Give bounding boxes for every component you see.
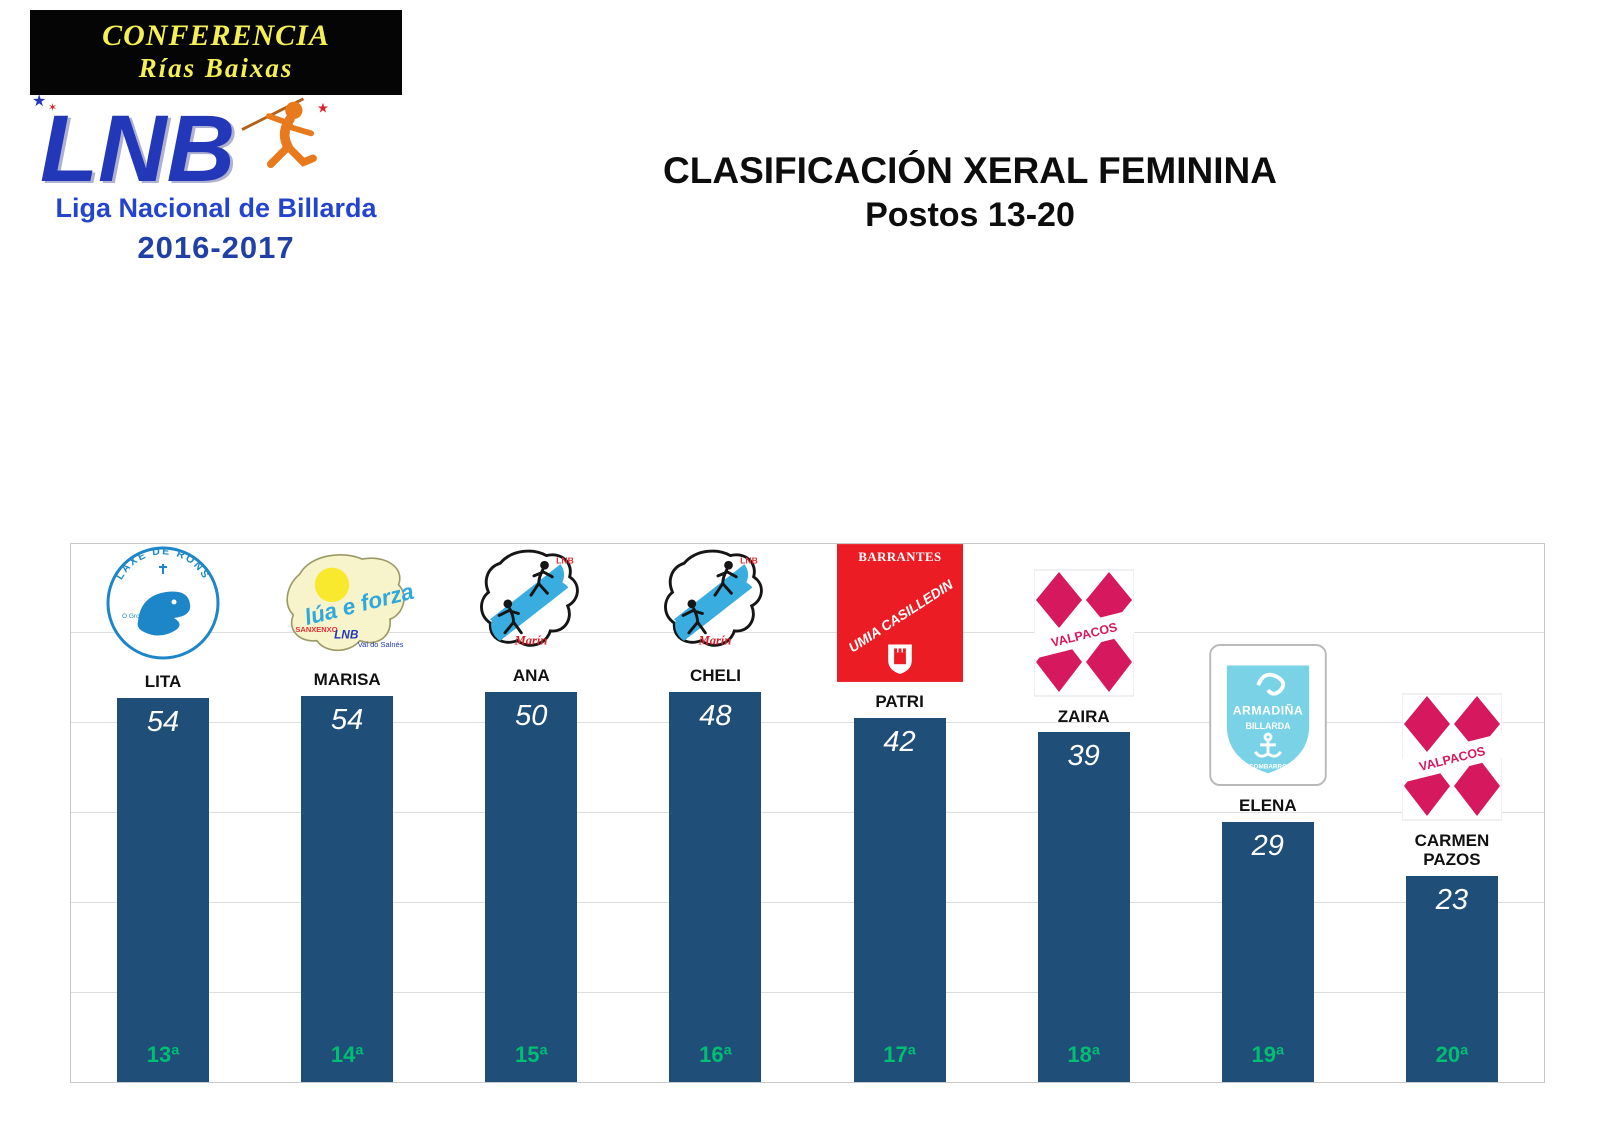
bar-value: 42: [883, 725, 916, 758]
bar: 29 19ª: [1221, 821, 1314, 1082]
player-name: ZAIRA: [1057, 706, 1110, 726]
team-logo-lua-e-forza: lúa e forza SANXENXO LNB Val do Salnés: [277, 544, 417, 660]
bar-value: 39: [1067, 740, 1100, 773]
team-logo-marin: LNB Marín: [657, 544, 774, 656]
svg-text:LNB: LNB: [334, 628, 359, 642]
player-name: CARMEN PAZOS: [1414, 830, 1490, 870]
bar: 50 15ª: [485, 691, 578, 1082]
rank-label: 19ª: [1251, 1042, 1285, 1067]
bar-value: 48: [699, 699, 732, 732]
rank-label: 13ª: [146, 1042, 180, 1067]
svg-text:Marín: Marín: [698, 633, 732, 647]
chart-column: BARRANTES UMIA CASILLEDIN PATRI 42 17ª: [808, 544, 992, 1082]
season: 2016-2017: [137, 230, 295, 265]
svg-text:ARMADIÑA: ARMADIÑA: [1233, 703, 1304, 718]
team-logo-armadina: ARMADIÑA BILLARDA COMBARRO: [1209, 644, 1327, 787]
conference-region: Rías Baixas: [138, 53, 294, 83]
rank-label: 20ª: [1435, 1042, 1469, 1067]
bar-value: 50: [515, 699, 548, 732]
rank-label: 18ª: [1067, 1042, 1100, 1067]
svg-text:Val do Salnés: Val do Salnés: [358, 640, 404, 649]
player-name: MARISA: [313, 670, 381, 689]
lnb-logo: ★ ✶ LNB ★: [30, 93, 402, 202]
player-name: PATRI: [875, 692, 924, 711]
billarda-player-icon: ★: [241, 97, 329, 168]
conference-banner: CONFERENCIA Rías Baixas: [30, 10, 402, 95]
svg-text:LNB: LNB: [741, 555, 759, 565]
plot-area: LAXE DE RONS O Grove LITA 54 13ª: [70, 543, 1545, 1083]
rank-label: 14ª: [330, 1042, 364, 1067]
bar: 54 14ª: [301, 695, 394, 1082]
chart-column: ARMADIÑA BILLARDA COMBARRO ELENA 29 19ª: [1176, 544, 1360, 1082]
league-logo-block: CONFERENCIA Rías Baixas ★ ✶ LNB ★ Liga N…: [30, 10, 402, 266]
star-icon: ★: [32, 93, 47, 110]
league-name: Liga Nacional de Billarda: [55, 193, 377, 223]
bar-value: 23: [1435, 883, 1469, 916]
chart-column: VALPACOS CARMEN PAZOS 23 20ª: [1360, 544, 1544, 1082]
lnb-acronym: LNB: [40, 96, 236, 202]
svg-text:BARRANTES: BARRANTES: [858, 550, 941, 564]
bar: 54 13ª: [117, 697, 210, 1082]
team-logo-valpacos: VALPACOS: [1401, 693, 1502, 821]
player-name: ANA: [512, 666, 550, 685]
svg-text:SANXENXO: SANXENXO: [296, 625, 338, 634]
player-name: CHELI: [689, 666, 741, 685]
svg-text:COMBARRO: COMBARRO: [1249, 764, 1287, 771]
bar: 48 16ª: [669, 691, 762, 1082]
chart-column: VALPACOS ZAIRA 39 18ª: [992, 544, 1176, 1082]
rank-label: 17ª: [883, 1042, 916, 1067]
team-logo-valpacos: VALPACOS: [1033, 569, 1134, 697]
chart-title: CLASIFICACIÓN XERAL FEMININA: [663, 150, 1277, 191]
chart-column: lúa e forza SANXENXO LNB Val do Salnés M…: [255, 544, 439, 1082]
conference-name: CONFERENCIA: [102, 19, 330, 52]
chart-subtitle: Postos 13-20: [865, 196, 1075, 234]
team-logo-marin: LNB Marín: [473, 544, 590, 656]
player-name: ELENA: [1239, 796, 1297, 816]
svg-text:BILLARDA: BILLARDA: [1245, 722, 1291, 732]
star-icon: ✶: [48, 102, 58, 114]
bar: 23 20ª: [1405, 875, 1498, 1082]
svg-text:O Grove: O Grove: [122, 613, 147, 620]
chart-column: LAXE DE RONS O Grove LITA 54 13ª: [71, 544, 255, 1082]
bar-value: 54: [146, 705, 180, 738]
chart-column: LNB Marín ANA 50 15ª: [439, 544, 623, 1082]
chart-title-block: CLASIFICACIÓN XERAL FEMININA Postos 13-2…: [580, 150, 1360, 235]
bar-chart: LAXE DE RONS O Grove LITA 54 13ª: [71, 544, 1544, 1082]
bar: 42 17ª: [853, 717, 946, 1082]
svg-text:★: ★: [317, 100, 329, 115]
chart-column: LNB Marín CHELI 48 16ª: [623, 544, 807, 1082]
rank-label: 15ª: [515, 1042, 548, 1067]
team-logo-barrantes: BARRANTES UMIA CASILLEDIN: [836, 544, 963, 682]
team-logo-laxe-de-rons: LAXE DE RONS O Grove: [104, 544, 222, 662]
rank-label: 16ª: [699, 1042, 732, 1067]
svg-text:LNB: LNB: [556, 555, 574, 565]
bar-value: 54: [331, 703, 364, 736]
bar: 39 18ª: [1037, 732, 1130, 1082]
bar-value: 29: [1251, 829, 1284, 862]
player-name: LITA: [144, 672, 182, 691]
svg-text:Marín: Marín: [514, 633, 548, 647]
